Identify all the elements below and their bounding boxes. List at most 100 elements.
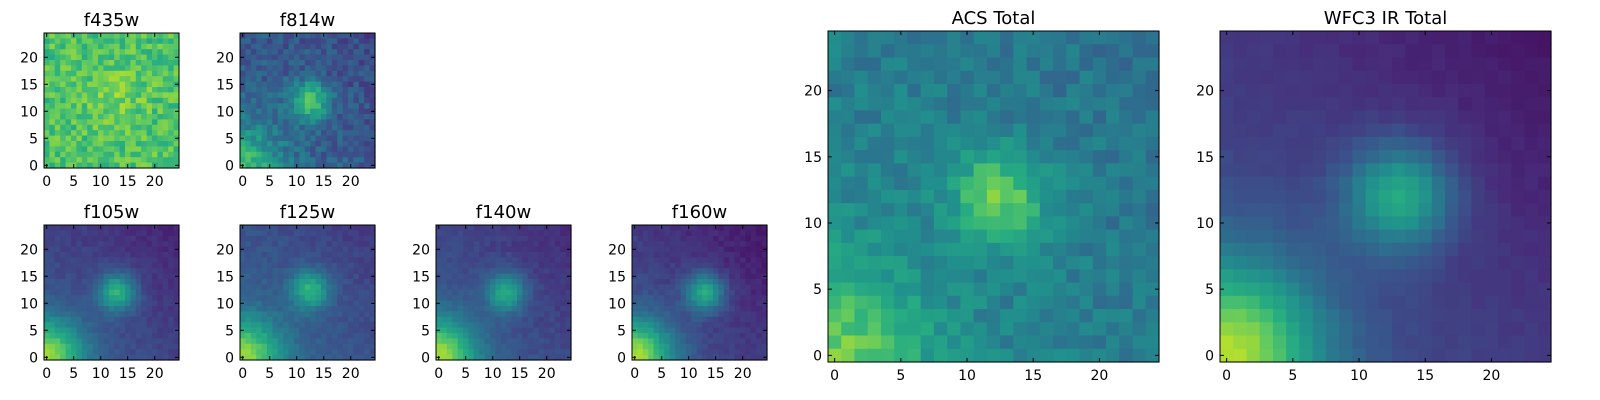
heatmap-cell <box>680 225 687 231</box>
heatmap-cell <box>642 327 649 334</box>
heatmap-cell <box>256 300 263 307</box>
heatmap-cell <box>669 300 676 307</box>
heatmap-cell <box>648 246 655 253</box>
heatmap-cell <box>65 246 72 253</box>
heatmap-cell <box>750 246 757 253</box>
heatmap-cell <box>76 273 83 280</box>
heatmap-cell <box>299 130 306 137</box>
heatmap-cell <box>108 114 115 120</box>
heatmap-cell <box>522 349 529 356</box>
heatmap-cell <box>468 257 475 264</box>
heatmap-cell <box>473 295 480 302</box>
heatmap-cell <box>315 103 322 110</box>
heatmap-cell <box>867 335 882 350</box>
heatmap-cell <box>299 289 306 296</box>
heatmap-cell <box>261 230 268 237</box>
heatmap-cell <box>245 92 252 99</box>
heatmap-cell <box>168 103 175 110</box>
heatmap-cell <box>299 257 306 264</box>
heatmap-cell <box>468 354 475 361</box>
heatmap-cell <box>1132 123 1147 138</box>
heatmap-cell <box>326 300 333 307</box>
heatmap-cell <box>337 76 344 83</box>
heatmap-cell <box>288 295 295 302</box>
heatmap-cell <box>353 268 360 275</box>
heatmap-cell <box>1246 189 1261 204</box>
heatmap-cell <box>135 349 142 356</box>
heatmap-cell <box>1484 136 1499 151</box>
heatmap-cell <box>734 246 741 253</box>
heatmap-cell <box>1233 97 1248 112</box>
heatmap-cell <box>880 216 895 231</box>
heatmap-cell <box>81 65 88 72</box>
heatmap-cell <box>517 273 523 280</box>
heatmap-cell <box>648 295 655 302</box>
heatmap-cell <box>973 309 988 323</box>
heatmap-cell <box>299 349 306 356</box>
heatmap-cell <box>98 327 104 334</box>
heatmap-cell <box>348 114 354 120</box>
heatmap-cell <box>867 242 882 257</box>
heatmap-cell <box>60 241 67 248</box>
heatmap-cell <box>745 333 752 339</box>
heatmap-cell <box>479 284 486 291</box>
heatmap-cell <box>304 141 311 147</box>
heatmap-cell <box>146 306 153 312</box>
heatmap-cell <box>250 54 257 61</box>
heatmap-cell <box>331 295 338 302</box>
heatmap-cell <box>369 157 376 164</box>
heatmap-cell <box>880 136 895 151</box>
heatmap-cell <box>841 57 856 72</box>
heatmap-cell <box>119 306 126 312</box>
heatmap-cell <box>358 65 365 72</box>
heatmap-cell <box>277 235 284 242</box>
heatmap-cell <box>1013 150 1028 164</box>
heatmap-cell <box>538 322 545 329</box>
heatmap-cell <box>517 327 523 334</box>
heatmap-cell <box>337 151 344 158</box>
heatmap-cell <box>65 316 72 323</box>
heatmap-cell <box>675 338 682 345</box>
heatmap-cell <box>65 43 72 50</box>
heatmap-cell <box>261 81 268 88</box>
heatmap-cell <box>65 92 72 99</box>
heatmap-cell <box>108 76 115 83</box>
heatmap-cell <box>933 256 948 270</box>
heatmap-cell <box>538 295 545 302</box>
heatmap-cell <box>560 230 567 237</box>
heatmap-cell <box>1220 70 1234 85</box>
heatmap-cell <box>533 246 540 253</box>
heatmap-cell <box>294 300 300 307</box>
heatmap-cell <box>60 130 67 137</box>
heatmap-cell <box>1132 335 1147 350</box>
heatmap-cell <box>642 295 649 302</box>
heatmap-cell <box>304 322 311 329</box>
heatmap-cell <box>740 343 746 350</box>
heatmap-cell <box>60 333 67 339</box>
heatmap-cell <box>342 97 349 104</box>
heatmap-cell <box>369 311 376 318</box>
heatmap-cell <box>549 225 556 231</box>
heatmap-cell <box>337 246 344 253</box>
heatmap-cell <box>49 273 56 280</box>
heatmap-cell <box>310 322 317 329</box>
heatmap-cell <box>841 31 856 45</box>
heatmap-cell <box>304 135 311 142</box>
heatmap-cell <box>1092 256 1107 270</box>
heatmap-cell <box>331 38 338 45</box>
heatmap-cell <box>49 141 56 147</box>
heatmap-cell <box>342 54 349 61</box>
heatmap-cell <box>533 343 540 350</box>
heatmap-cell <box>1378 176 1393 191</box>
heatmap-cell <box>114 241 121 248</box>
heatmap-cell <box>1259 203 1274 217</box>
heatmap-cell <box>718 279 725 285</box>
heatmap-cell <box>267 279 273 285</box>
heatmap-cell <box>114 235 121 242</box>
heatmap-cell <box>168 343 175 350</box>
heatmap-cell <box>500 235 507 242</box>
heatmap-cell <box>1471 44 1486 59</box>
heatmap-cell <box>60 327 67 334</box>
heatmap-cell <box>283 70 290 77</box>
heatmap-cell <box>664 252 671 258</box>
